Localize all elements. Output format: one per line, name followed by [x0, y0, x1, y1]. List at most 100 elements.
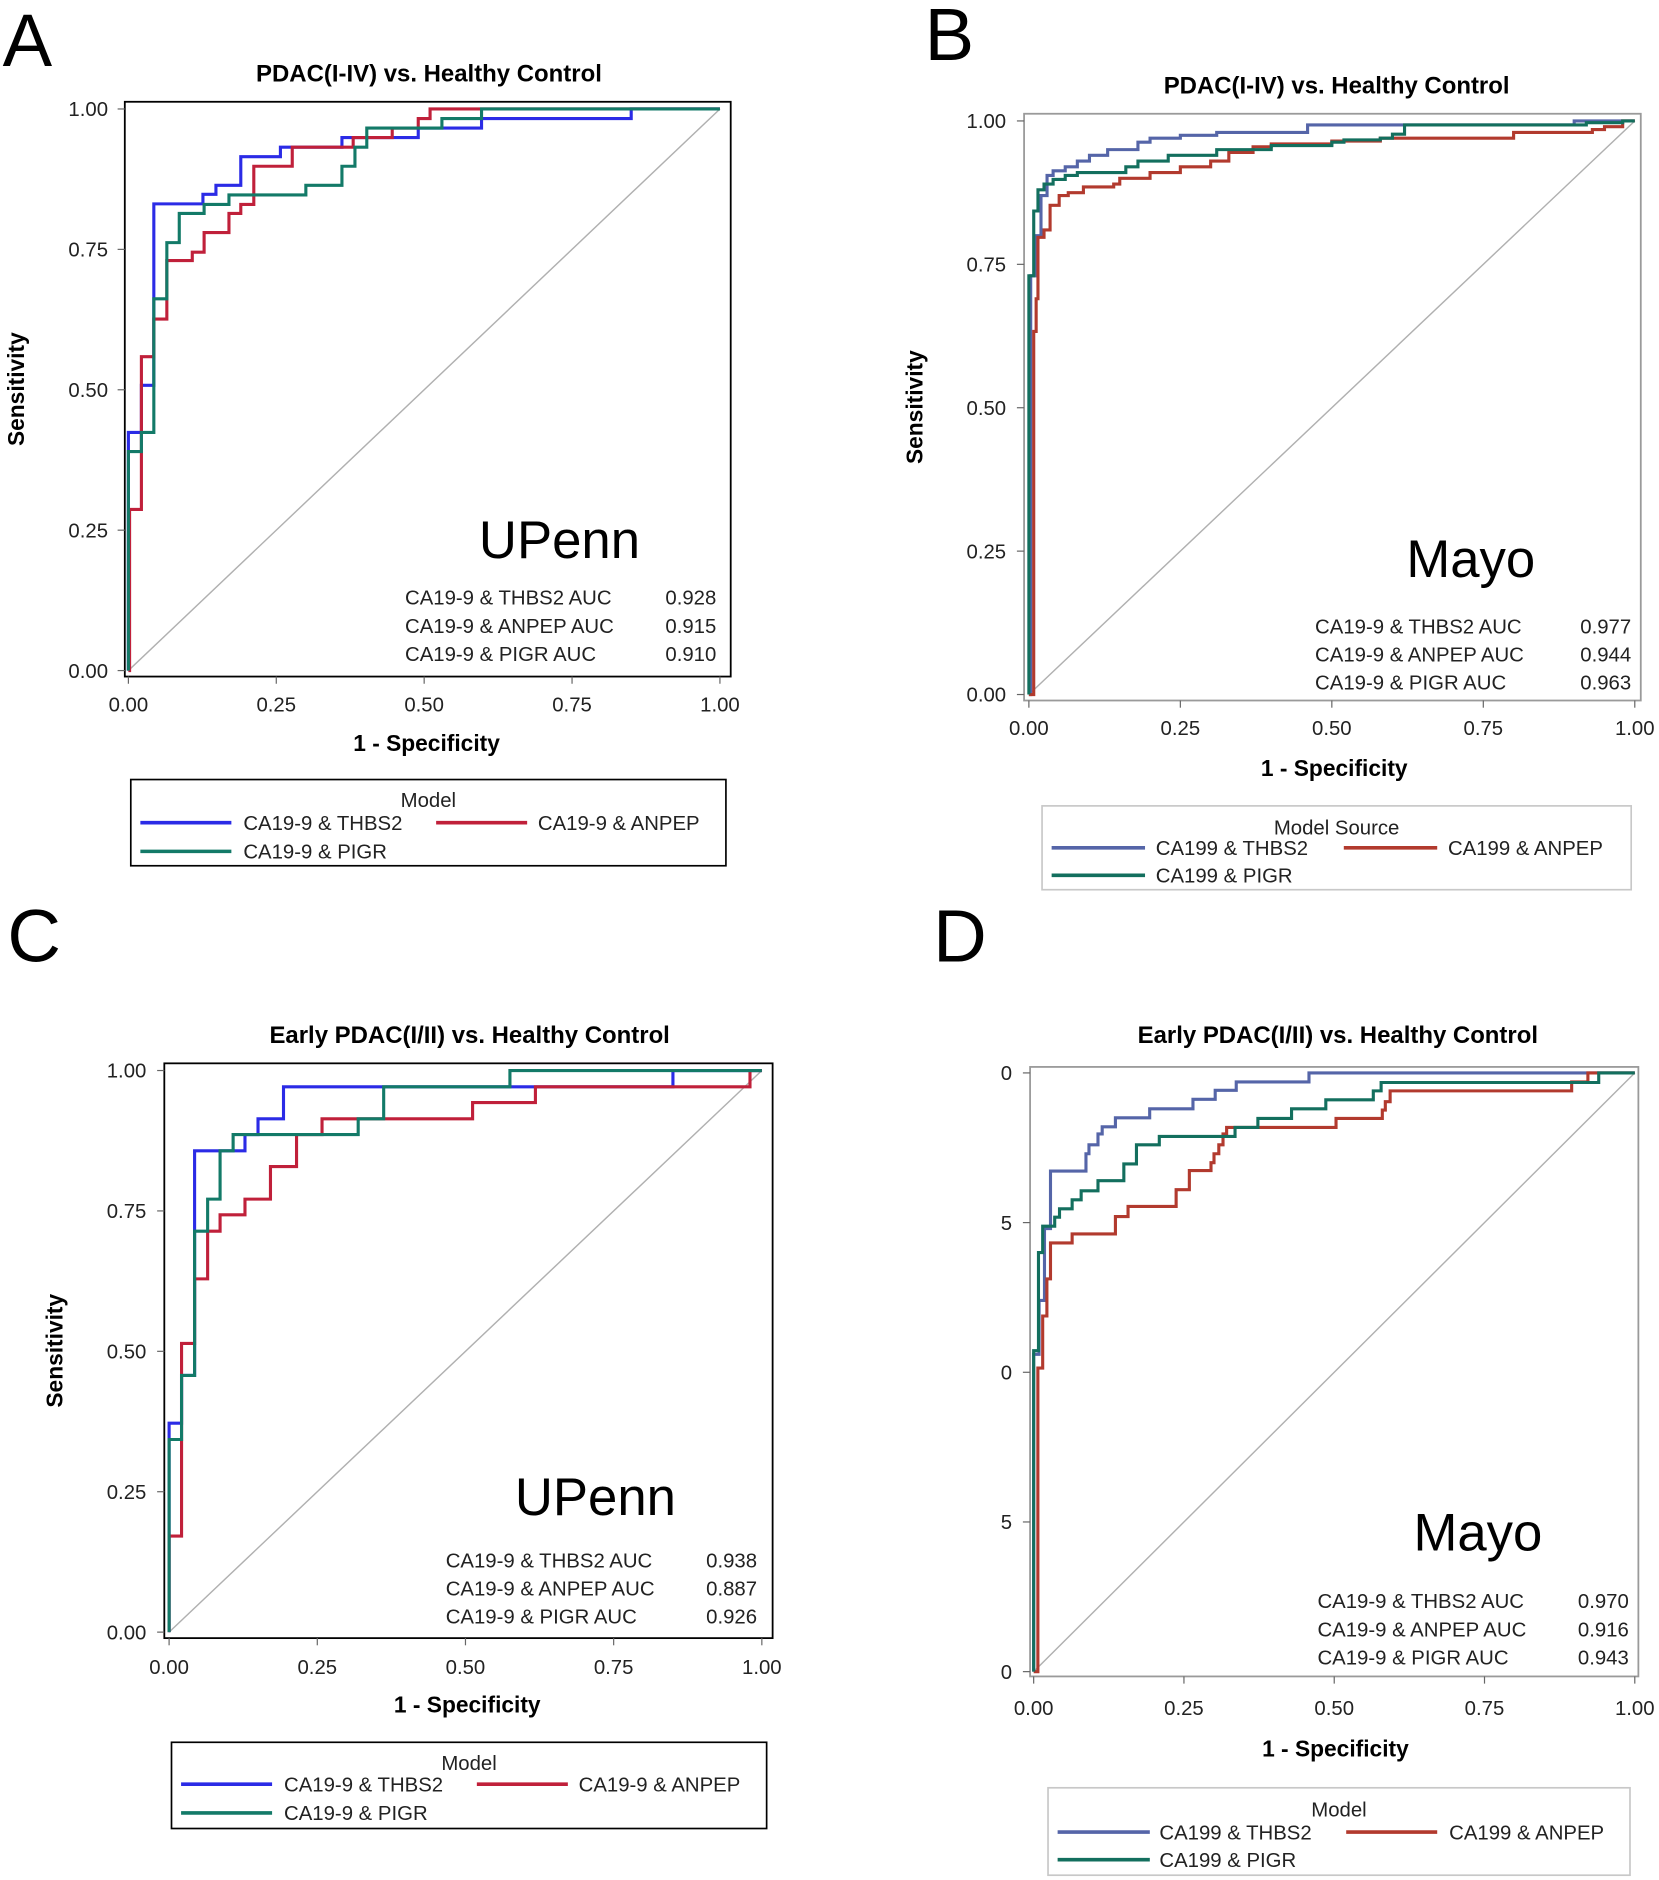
x-axis-label: 1 - Specificity — [1261, 755, 1408, 781]
x-axis-label: 1 - Specificity — [353, 730, 500, 756]
y-tick-label: 0.00 — [68, 661, 108, 683]
reference-diagonal — [1033, 1072, 1636, 1673]
x-tick-label: 1.00 — [1615, 1698, 1655, 1720]
y-tick-label: 0.00 — [967, 685, 1007, 707]
legend-entry: CA199 & THBS2 — [1156, 838, 1308, 860]
auc-label: CA19-9 & PIGR AUC — [405, 644, 596, 666]
x-tick-label: 0.50 — [446, 1657, 486, 1679]
legend-title: Model — [401, 790, 456, 812]
legend-entry: CA19-9 & PIGR — [284, 1803, 428, 1825]
y-tick-label: 0.75 — [68, 240, 108, 262]
x-tick-label: 1.00 — [700, 694, 740, 716]
panel-letter: C — [7, 895, 61, 978]
legend-entry: CA19-9 & ANPEP — [538, 813, 700, 835]
legend-entry: CA19-9 & ANPEP — [579, 1774, 741, 1796]
auc-label: CA19-9 & THBS2 AUC — [405, 588, 612, 610]
legend-box — [1047, 1786, 1631, 1877]
reference-diagonal — [127, 108, 721, 672]
y-tick-label: 0.25 — [967, 541, 1007, 563]
site-label: Mayo — [1414, 1504, 1543, 1563]
y-axis-label: Sensitivity — [901, 350, 927, 464]
auc-value: 0.943 — [1578, 1647, 1629, 1669]
legend-box — [129, 778, 727, 867]
auc-label: CA19-9 & THBS2 AUC — [1315, 616, 1522, 638]
auc-label: CA19-9 & THBS2 AUC — [446, 1550, 653, 1572]
y-tick-label: 0.50 — [967, 398, 1007, 420]
y-tick-label: 0.00 — [107, 1622, 147, 1644]
legend-entry: CA19-9 & PIGR — [243, 842, 387, 864]
auc-value: 0.970 — [1578, 1591, 1629, 1613]
x-tick-label: 0.75 — [552, 694, 592, 716]
x-tick-label: 0.75 — [1464, 718, 1504, 740]
x-tick-label: 0.25 — [256, 694, 296, 716]
site-label: UPenn — [479, 511, 640, 570]
y-axis-label: Sensitivity — [42, 1293, 68, 1407]
y-tick-label: 0.50 — [107, 1342, 147, 1364]
legend-title: Model — [1311, 1800, 1366, 1822]
panel-b: B PDAC(I-IV) vs. Healthy Control 0.00 0.25 0… — [901, 0, 1655, 891]
y-axis-label: Sensitivity — [3, 332, 29, 446]
x-axis-label: 1 - Specificity — [1262, 1736, 1409, 1762]
x-tick-label: 0.00 — [1014, 1698, 1054, 1720]
panel-c: C Early PDAC(I/II) vs. Healthy Control 0.0… — [7, 895, 782, 1830]
y-tick-label: 0 — [1001, 1063, 1012, 1085]
roc-curve-2 — [167, 1068, 762, 1633]
chart-title: PDAC(I-IV) vs. Healthy Control — [256, 60, 602, 87]
auc-label: CA19-9 & PIGR AUC — [446, 1607, 637, 1629]
y-tick-label: 0 — [1001, 1362, 1012, 1384]
auc-label: CA19-9 & PIGR AUC — [1315, 673, 1506, 695]
panel-a: A PDAC(I-IV) vs. Healthy Control 0.00 0.25 0… — [3, 0, 740, 867]
legend-entry: CA199 & ANPEP — [1448, 838, 1603, 860]
auc-value: 0.963 — [1580, 673, 1631, 695]
y-tick-label: 0.75 — [107, 1201, 147, 1223]
y-tick-label: 1.00 — [68, 99, 108, 121]
reference-diagonal — [168, 1070, 763, 1633]
y-tick-label: 5 — [1001, 1213, 1012, 1235]
x-tick-label: 0.25 — [1161, 718, 1201, 740]
roc-curve-0 — [126, 107, 720, 671]
panel-letter: D — [933, 895, 987, 978]
auc-label: CA19-9 & ANPEP AUC — [405, 616, 614, 638]
legend-entry: CA199 & PIGR — [1156, 866, 1293, 888]
y-tick-label: 0.25 — [107, 1482, 147, 1504]
y-tick-label: 0 — [1001, 1662, 1012, 1684]
auc-value: 0.944 — [1580, 645, 1631, 667]
auc-label: CA19-9 & ANPEP AUC — [1317, 1619, 1526, 1641]
roc-curve-2 — [1027, 119, 1635, 695]
legend-entry: CA199 & PIGR — [1159, 1850, 1296, 1872]
panel-letter: B — [925, 0, 975, 76]
site-label: Mayo — [1406, 530, 1535, 589]
x-tick-label: 0.25 — [1164, 1698, 1204, 1720]
x-tick-label: 1.00 — [1615, 718, 1655, 740]
x-tick-label: 0.00 — [109, 694, 149, 716]
chart-title: Early PDAC(I/II) vs. Healthy Control — [269, 1022, 669, 1049]
x-tick-label: 0.75 — [1465, 1698, 1505, 1720]
legend-entry: CA199 & THBS2 — [1159, 1822, 1311, 1844]
x-tick-label: 0.25 — [297, 1657, 337, 1679]
auc-value: 0.915 — [665, 616, 716, 638]
legend-box — [1041, 805, 1633, 891]
auc-label: CA19-9 & ANPEP AUC — [446, 1579, 655, 1601]
x-axis-label: 1 - Specificity — [394, 1691, 541, 1717]
auc-value: 0.928 — [665, 588, 716, 610]
x-tick-label: 0.75 — [594, 1657, 634, 1679]
legend-entry: CA199 & ANPEP — [1449, 1822, 1604, 1844]
site-label: UPenn — [515, 1468, 676, 1527]
y-tick-label: 1.00 — [107, 1061, 147, 1083]
x-tick-label: 0.50 — [1312, 718, 1352, 740]
roc-curve-1 — [1033, 1071, 1635, 1674]
chart-title: Early PDAC(I/II) vs. Healthy Control — [1138, 1022, 1538, 1049]
chart-title: PDAC(I-IV) vs. Healthy Control — [1164, 72, 1510, 99]
auc-label: CA19-9 & ANPEP AUC — [1315, 645, 1524, 667]
panel-d: D Early PDAC(I/II) vs. Healthy Control 0.0… — [933, 895, 1655, 1877]
y-tick-label: 5 — [1001, 1512, 1012, 1534]
auc-label: CA19-9 & PIGR AUC — [1317, 1647, 1508, 1669]
legend-entry: CA19-9 & THBS2 — [284, 1774, 443, 1796]
x-tick-label: 0.50 — [1314, 1698, 1354, 1720]
auc-value: 0.916 — [1578, 1619, 1629, 1641]
legend-box — [170, 1741, 768, 1830]
